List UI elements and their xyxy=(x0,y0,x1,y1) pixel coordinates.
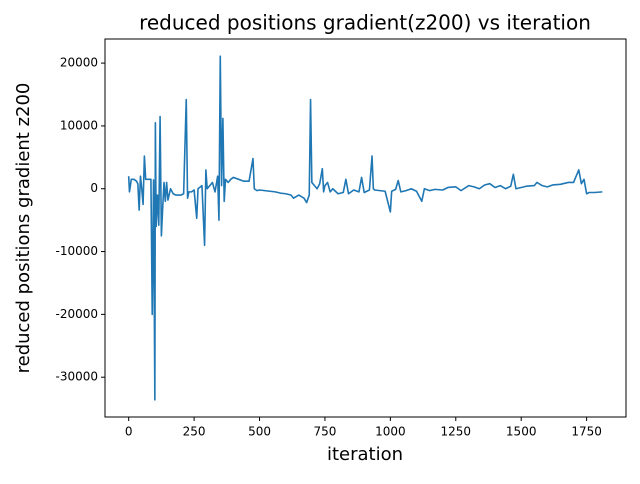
y-tick-label: -30000 xyxy=(55,370,98,384)
x-tick-label: 1500 xyxy=(506,425,537,439)
y-tick-label: -10000 xyxy=(55,244,98,258)
x-axis-label: iteration xyxy=(327,444,403,465)
x-tick-label: 750 xyxy=(313,425,336,439)
line-series xyxy=(127,55,603,401)
y-tick-label: 10000 xyxy=(60,118,98,132)
chart-title: reduced positions gradient(z200) vs iter… xyxy=(139,11,591,35)
y-tick-label: -20000 xyxy=(55,307,98,321)
x-tick-label: 500 xyxy=(248,425,271,439)
x-tick-label: 0 xyxy=(125,425,133,439)
plot-frame xyxy=(104,38,627,418)
x-tick-label: 250 xyxy=(183,425,206,439)
x-tick-label: 1750 xyxy=(571,425,602,439)
y-axis-label: reduced positions gradient z200 xyxy=(13,83,34,374)
y-tick-label: 0 xyxy=(90,181,98,195)
y-tick-label: 20000 xyxy=(60,56,98,70)
x-tick-label: 1000 xyxy=(375,425,406,439)
x-tick-label: 1250 xyxy=(441,425,472,439)
